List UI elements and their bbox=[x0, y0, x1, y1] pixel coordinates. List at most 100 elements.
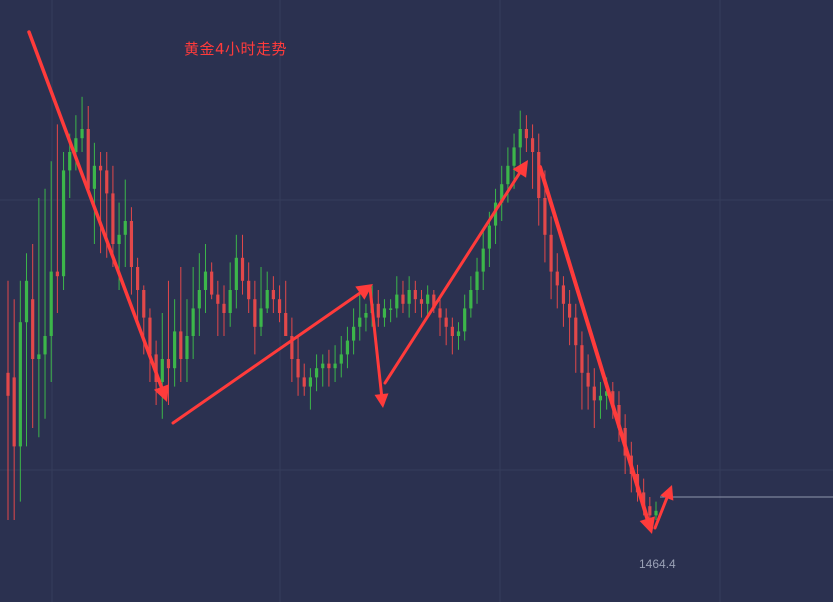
trend-arrow-shaft bbox=[538, 165, 650, 521]
candle-body bbox=[222, 303, 226, 313]
candle-body bbox=[426, 294, 430, 304]
candle-body bbox=[586, 372, 590, 387]
candle-body bbox=[444, 317, 448, 327]
candle-body bbox=[493, 202, 498, 226]
candle-body bbox=[129, 221, 134, 267]
candle-body bbox=[580, 345, 584, 373]
candle-body bbox=[98, 165, 103, 171]
candle-body bbox=[197, 290, 201, 309]
candle-body bbox=[611, 391, 615, 405]
candle-body bbox=[123, 221, 127, 235]
candle-body bbox=[333, 363, 337, 369]
candle-body bbox=[598, 395, 603, 401]
candle-body bbox=[605, 391, 609, 396]
candle-body bbox=[265, 290, 269, 309]
candle-body bbox=[173, 331, 177, 369]
candle-body bbox=[234, 257, 238, 290]
candle-body bbox=[617, 405, 621, 428]
candle-body bbox=[555, 271, 559, 286]
candle-body bbox=[308, 377, 312, 387]
candle-body bbox=[506, 165, 510, 185]
candle-body bbox=[37, 354, 41, 359]
candle-body bbox=[382, 308, 387, 318]
candle-body bbox=[487, 225, 491, 249]
candle-body bbox=[228, 290, 232, 313]
candle-body bbox=[271, 290, 275, 300]
candle-body bbox=[92, 165, 96, 189]
candle-body bbox=[80, 129, 84, 139]
candle-body bbox=[456, 331, 461, 336]
candle-body bbox=[364, 313, 368, 318]
trend-arrow-head bbox=[639, 516, 655, 534]
candle-body bbox=[500, 184, 504, 203]
candle-body bbox=[389, 308, 393, 310]
candle-body bbox=[148, 317, 152, 355]
candle-body bbox=[31, 299, 35, 359]
trend-arrow-head bbox=[374, 393, 389, 408]
candle-body bbox=[642, 492, 646, 507]
candle-body bbox=[49, 271, 53, 336]
candle-body bbox=[407, 290, 411, 304]
candle-body bbox=[549, 234, 553, 272]
candle-body bbox=[216, 294, 220, 304]
candle-body bbox=[277, 299, 282, 313]
candle-body bbox=[358, 317, 362, 327]
candle-body bbox=[469, 290, 473, 309]
candle-body bbox=[185, 336, 189, 359]
candle-body bbox=[142, 290, 146, 318]
candle-body bbox=[512, 147, 516, 166]
candle-body bbox=[314, 368, 319, 378]
candle-body bbox=[352, 326, 356, 341]
candle-body bbox=[284, 313, 288, 336]
trend-arrow-head bbox=[153, 384, 169, 402]
price-low-label: 1464.4 bbox=[639, 557, 676, 571]
candle-body bbox=[111, 193, 115, 244]
candle-body bbox=[12, 377, 16, 447]
candle-body bbox=[530, 138, 535, 152]
candle-body bbox=[574, 317, 578, 346]
trend-arrow-shaft bbox=[171, 291, 362, 425]
candle-body bbox=[24, 280, 29, 323]
candle-body bbox=[524, 129, 528, 139]
trend-arrow-shaft bbox=[383, 171, 521, 385]
candle-body bbox=[203, 271, 208, 290]
candle-body bbox=[568, 303, 572, 318]
candle-body bbox=[136, 267, 140, 290]
candle-body bbox=[438, 308, 442, 318]
candle-body bbox=[61, 170, 66, 277]
candle-body bbox=[419, 299, 424, 304]
trend-arrow-head bbox=[660, 485, 674, 501]
trend-arrow-head bbox=[512, 160, 528, 178]
candle-body bbox=[537, 152, 541, 198]
candle-body bbox=[413, 290, 417, 300]
candle-body bbox=[463, 308, 467, 332]
candle-body bbox=[376, 303, 380, 318]
candle-body bbox=[481, 248, 485, 272]
candle-body bbox=[210, 271, 214, 295]
candle-body bbox=[296, 359, 300, 378]
candle-body bbox=[302, 377, 306, 387]
trend-arrow-shaft bbox=[27, 30, 164, 389]
candle-body bbox=[247, 280, 251, 300]
candle-body bbox=[253, 299, 257, 327]
candle-body bbox=[68, 152, 72, 171]
candle-body bbox=[86, 129, 90, 189]
candle-body bbox=[592, 386, 596, 401]
candle-body bbox=[432, 294, 436, 309]
candle-body bbox=[543, 198, 547, 235]
candle-body bbox=[395, 294, 399, 309]
candle-body bbox=[327, 363, 331, 369]
candle-body bbox=[74, 138, 78, 152]
candle-body bbox=[105, 170, 109, 194]
candle-body bbox=[191, 308, 195, 336]
candle-body bbox=[345, 340, 350, 355]
trend-arrow-shaft bbox=[368, 286, 383, 396]
candle-body bbox=[117, 234, 121, 244]
candle-body bbox=[401, 294, 405, 304]
candle-body bbox=[166, 359, 171, 369]
candle-body bbox=[43, 336, 47, 355]
candle-body bbox=[654, 510, 658, 516]
candle-body bbox=[179, 331, 183, 359]
candle-body bbox=[648, 506, 652, 516]
